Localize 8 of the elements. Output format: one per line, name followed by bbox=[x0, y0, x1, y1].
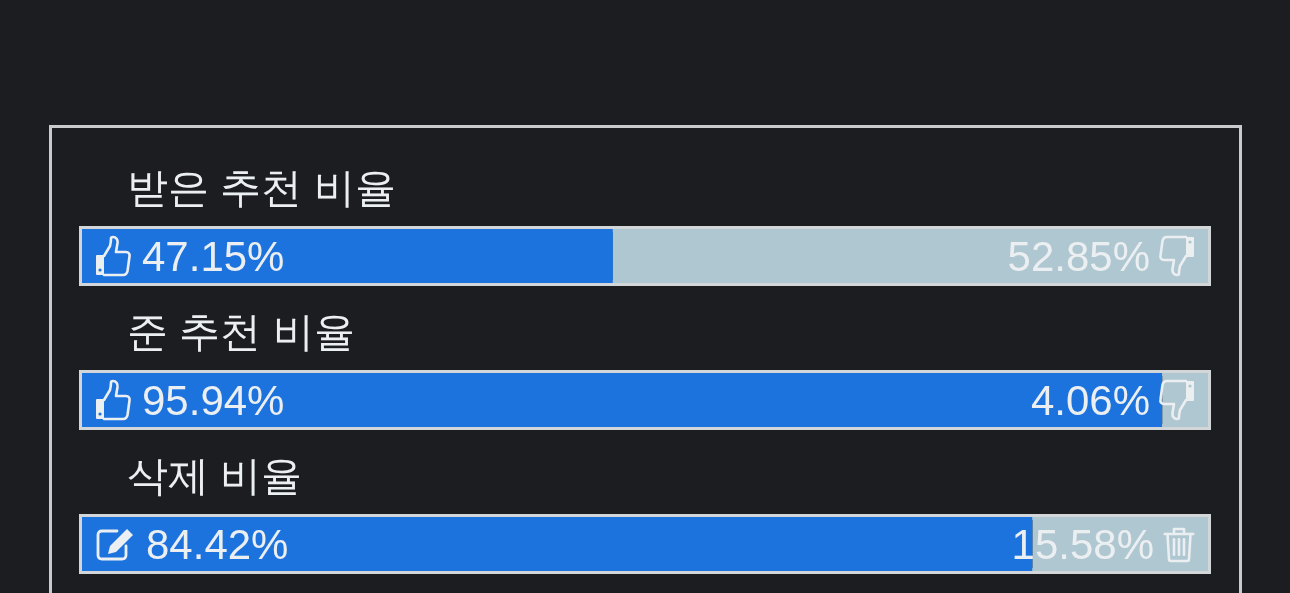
y-tick-label: 받은 추천 비율 bbox=[127, 164, 396, 211]
data-label: 84.42% bbox=[146, 520, 289, 568]
data-label: 52.85% bbox=[1007, 232, 1150, 280]
data-label: 47.15% bbox=[142, 232, 285, 280]
data-label: 4.06% bbox=[1030, 376, 1150, 424]
y-tick-label: 삭제 비율 bbox=[127, 452, 303, 499]
data-label: 95.94% bbox=[142, 376, 285, 424]
y-tick-label: 준 추천 비율 bbox=[127, 308, 355, 355]
